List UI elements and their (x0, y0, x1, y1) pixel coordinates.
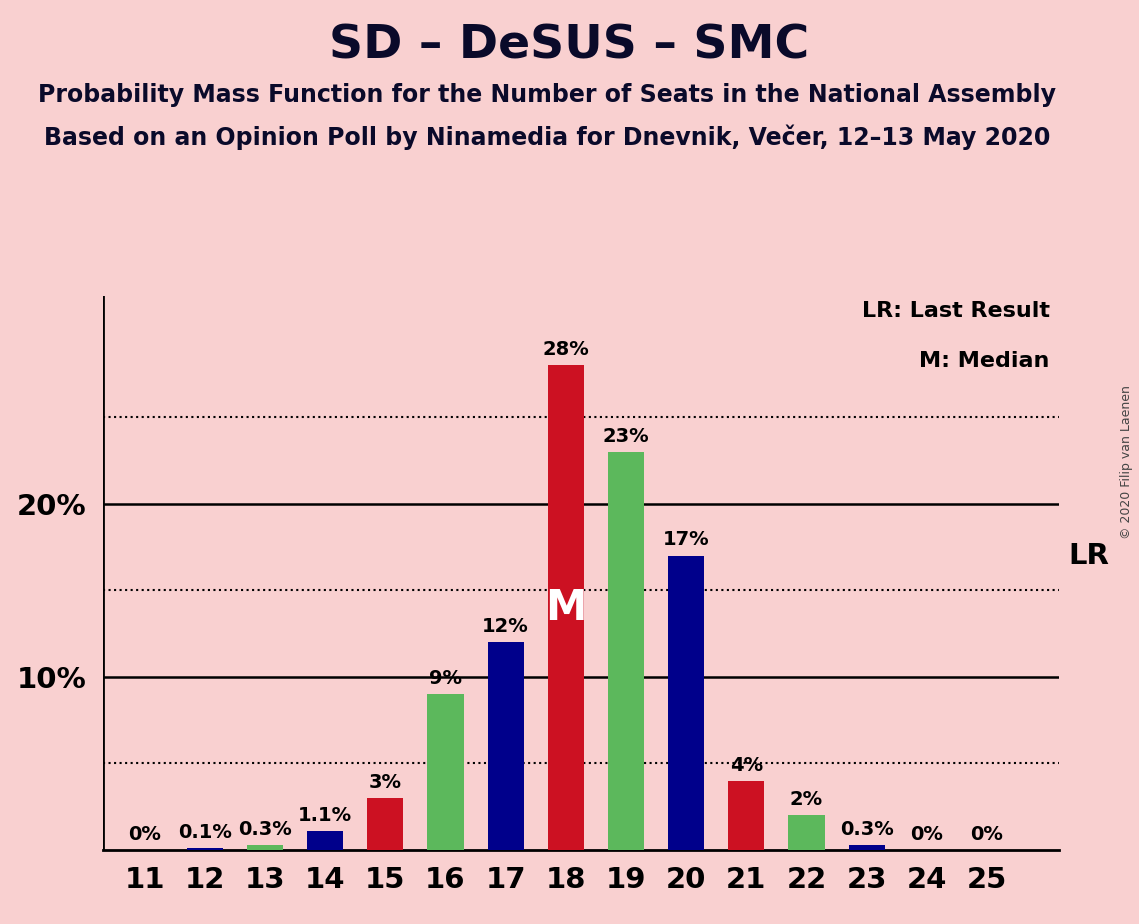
Bar (487, 642, 524, 850)
Text: 17%: 17% (663, 530, 710, 550)
Text: M: Median: M: Median (919, 351, 1050, 371)
Bar (187, 848, 223, 850)
Text: 1.1%: 1.1% (298, 806, 352, 825)
Text: Probability Mass Function for the Number of Seats in the National Assembly: Probability Mass Function for the Number… (38, 83, 1056, 107)
Bar (788, 816, 825, 850)
Bar (308, 831, 343, 850)
Text: 0.1%: 0.1% (178, 823, 231, 843)
Text: 0%: 0% (910, 825, 943, 844)
Text: M: M (546, 587, 587, 628)
Text: 2%: 2% (790, 790, 823, 809)
Text: 4%: 4% (730, 756, 763, 774)
Text: 0.3%: 0.3% (238, 820, 292, 839)
Text: 3%: 3% (369, 773, 402, 792)
Bar (669, 555, 704, 850)
Bar (728, 781, 764, 850)
Text: 9%: 9% (429, 669, 462, 688)
Bar (548, 365, 584, 850)
Text: 28%: 28% (542, 340, 589, 359)
Bar (608, 452, 644, 850)
Text: 0.3%: 0.3% (839, 820, 894, 839)
Text: SD – DeSUS – SMC: SD – DeSUS – SMC (329, 23, 810, 68)
Bar (247, 845, 282, 850)
Text: 12%: 12% (482, 617, 528, 636)
Text: 0%: 0% (129, 825, 161, 844)
Bar (367, 798, 403, 850)
Text: LR: Last Result: LR: Last Result (862, 301, 1050, 322)
Text: 23%: 23% (603, 427, 649, 445)
Bar (849, 845, 885, 850)
Text: © 2020 Filip van Laenen: © 2020 Filip van Laenen (1121, 385, 1133, 539)
Text: LR: LR (1068, 541, 1109, 569)
Bar (427, 694, 464, 850)
Text: Based on an Opinion Poll by Ninamedia for Dnevnik, Večer, 12–13 May 2020: Based on an Opinion Poll by Ninamedia fo… (43, 125, 1050, 151)
Text: 0%: 0% (970, 825, 1003, 844)
